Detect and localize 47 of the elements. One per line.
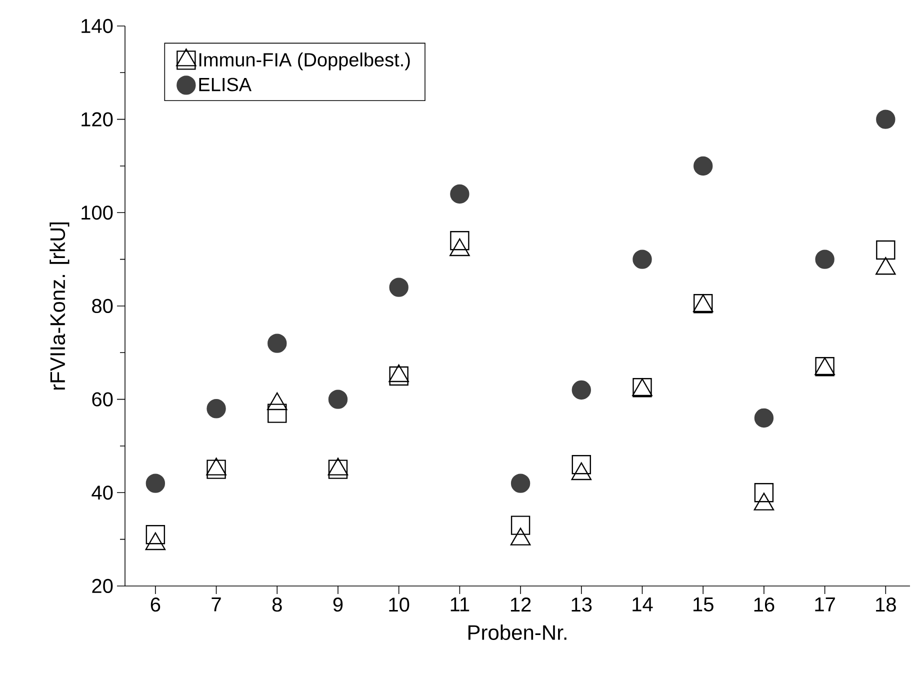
legend-label: ELISA	[199, 78, 252, 92]
x-tick-label: 6	[150, 598, 160, 612]
x-tick-label: 15	[694, 598, 714, 612]
point	[450, 184, 470, 204]
point	[328, 390, 348, 409]
point	[146, 525, 166, 544]
y-tick-label: 100	[82, 206, 113, 220]
point	[694, 156, 713, 176]
x-axis-title: Proben-Nr.	[468, 624, 566, 640]
point	[876, 240, 896, 260]
point	[206, 460, 226, 479]
x-tick-label: 18	[876, 598, 896, 612]
legend-label: Immun-FIA (Doppelbest.)	[199, 52, 410, 70]
x-tick-label: 17	[815, 598, 835, 612]
x-tick-label: 11	[450, 598, 470, 612]
x-tick-label: 7	[212, 598, 221, 612]
point	[632, 250, 652, 269]
point	[389, 366, 408, 386]
x-tick-label: 13	[572, 598, 592, 612]
x-tick-label: 10	[389, 598, 410, 612]
x-tick-label: 12	[510, 598, 531, 612]
x-tick-label: 14	[632, 598, 653, 612]
point	[510, 474, 530, 493]
y-tick-label: 140	[82, 18, 113, 34]
y-tick-label: 60	[92, 392, 113, 406]
point	[572, 380, 591, 400]
point	[146, 474, 166, 493]
point	[572, 455, 591, 474]
y-axis-title: rFVIIa-Konz. [rkU]	[50, 222, 70, 390]
point	[389, 278, 408, 297]
point	[876, 110, 896, 129]
point	[450, 231, 470, 250]
y-tick-label: 120	[82, 112, 113, 126]
point	[268, 404, 287, 423]
point	[754, 408, 774, 428]
point	[328, 460, 348, 479]
y-tick-label: 40	[92, 486, 113, 500]
point	[268, 334, 287, 353]
point	[510, 516, 530, 535]
y-tick-label: 80	[92, 298, 113, 314]
x-tick-label: 8	[272, 598, 282, 612]
x-tick-label: 9	[333, 598, 343, 612]
point	[206, 399, 226, 418]
point	[815, 250, 834, 269]
x-tick-label: 16	[754, 598, 774, 612]
y-tick-label: 20	[92, 578, 113, 594]
point	[754, 483, 774, 502]
